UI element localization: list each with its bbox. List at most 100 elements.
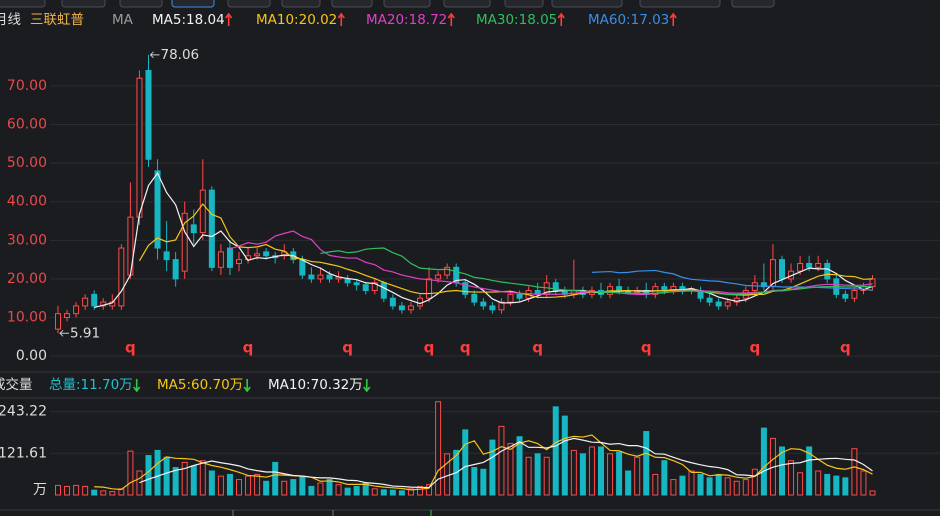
y-tick-label: 243.22	[0, 404, 47, 420]
volume-bar	[380, 489, 387, 496]
volume-bar	[742, 479, 749, 496]
candle-body	[326, 274, 333, 280]
volume-bar	[751, 468, 758, 496]
stock-name: 三联虹普	[30, 12, 84, 28]
toolbar-button[interactable]	[331, 0, 373, 8]
candle-body	[64, 313, 71, 319]
candle-body	[444, 266, 451, 276]
volume-bar	[444, 453, 451, 496]
volume-bar	[127, 450, 134, 496]
volume-bar	[489, 439, 496, 496]
volume-bar	[480, 468, 487, 496]
candle-body	[407, 305, 414, 311]
volume-bar	[100, 490, 107, 496]
volume-bar	[760, 427, 767, 496]
toolbar-button[interactable]	[227, 0, 271, 8]
volume-bar	[55, 484, 61, 496]
candle-body	[380, 282, 387, 299]
candle-body	[190, 224, 197, 234]
volume-bar	[272, 461, 279, 496]
volume-bar	[163, 456, 170, 496]
candle-body	[299, 259, 306, 276]
y-tick-label: 0.00	[16, 348, 47, 364]
volume-bar	[643, 431, 650, 496]
volume-bar	[688, 470, 695, 496]
candle-body	[507, 293, 514, 303]
volume-bar	[869, 490, 876, 496]
candle-body	[480, 301, 487, 307]
volume-bar	[679, 475, 686, 496]
volume-bar	[236, 479, 242, 496]
toolbar-button[interactable]	[119, 0, 163, 8]
signal-marker: q	[424, 339, 435, 357]
candle-body	[226, 247, 233, 268]
candle-body	[145, 69, 152, 160]
volume-bar	[326, 479, 333, 496]
volume-bar	[371, 488, 378, 496]
toolbar-button[interactable]	[551, 0, 623, 8]
y-tick-label: 10.00	[7, 310, 47, 326]
ma-legend: MA5:60.70万	[157, 377, 243, 393]
volume-bar	[833, 475, 840, 496]
volume-bar	[733, 480, 740, 496]
candle-body	[254, 253, 261, 257]
signal-marker: q	[641, 339, 652, 357]
candle-body	[91, 293, 98, 307]
candle-body	[353, 282, 360, 286]
candle-body	[217, 251, 224, 268]
candle-body	[163, 251, 170, 261]
volume-bar	[498, 425, 505, 496]
volume-bar	[797, 472, 804, 496]
volume-bar	[625, 470, 632, 496]
volume-bar	[172, 467, 179, 496]
candle-body	[263, 251, 270, 257]
toolbar-button[interactable]	[281, 0, 321, 8]
y-tick-label: 50.00	[7, 155, 47, 171]
volume-bar	[190, 465, 197, 496]
candle-body	[371, 282, 378, 291]
candle-body	[136, 77, 143, 218]
volume-bar	[154, 449, 161, 496]
candle-body	[344, 278, 351, 284]
period: 月线	[0, 12, 21, 28]
toolbar-button[interactable]	[61, 0, 106, 8]
toolbar-button[interactable]	[504, 0, 544, 8]
volume-bar	[145, 455, 152, 496]
volume-bar	[398, 490, 405, 496]
candle-body	[462, 282, 469, 295]
toolbar-button[interactable]	[0, 0, 46, 8]
candle-body	[417, 297, 423, 307]
volume-bar	[426, 484, 433, 496]
volume-bar	[82, 485, 89, 496]
candle-body	[724, 301, 731, 307]
toolbar-button[interactable]	[383, 0, 431, 8]
toolbar-button-active[interactable]	[171, 0, 215, 8]
signal-marker: q	[840, 339, 851, 357]
candle-body	[733, 297, 740, 303]
ma-legend: MA30:18.05	[476, 12, 557, 28]
toolbar-button[interactable]	[731, 0, 775, 8]
candle-body	[426, 278, 433, 299]
volume-bar	[815, 470, 822, 496]
toolbar-button[interactable]	[639, 0, 721, 8]
y-tick-label: 40.00	[7, 194, 47, 210]
volume-bar	[199, 460, 206, 496]
up-arrow	[669, 12, 677, 26]
toolbar-button[interactable]	[443, 0, 491, 8]
annotation-label: 78.06	[161, 47, 200, 63]
signal-marker: q	[749, 339, 760, 357]
volume-bar	[715, 473, 722, 496]
down-arrow	[363, 379, 371, 393]
volume-bar	[552, 406, 559, 496]
volume-bar	[308, 485, 315, 496]
candle-body	[661, 286, 668, 291]
volume-bar	[607, 453, 614, 496]
candle-body	[73, 305, 80, 315]
candle-body	[706, 297, 713, 303]
candle-body	[498, 301, 505, 311]
volume-bar	[136, 470, 143, 496]
volume-bar	[73, 484, 80, 496]
candle-body	[779, 259, 785, 280]
volume-bar	[616, 451, 623, 496]
volume-bar	[670, 479, 677, 496]
